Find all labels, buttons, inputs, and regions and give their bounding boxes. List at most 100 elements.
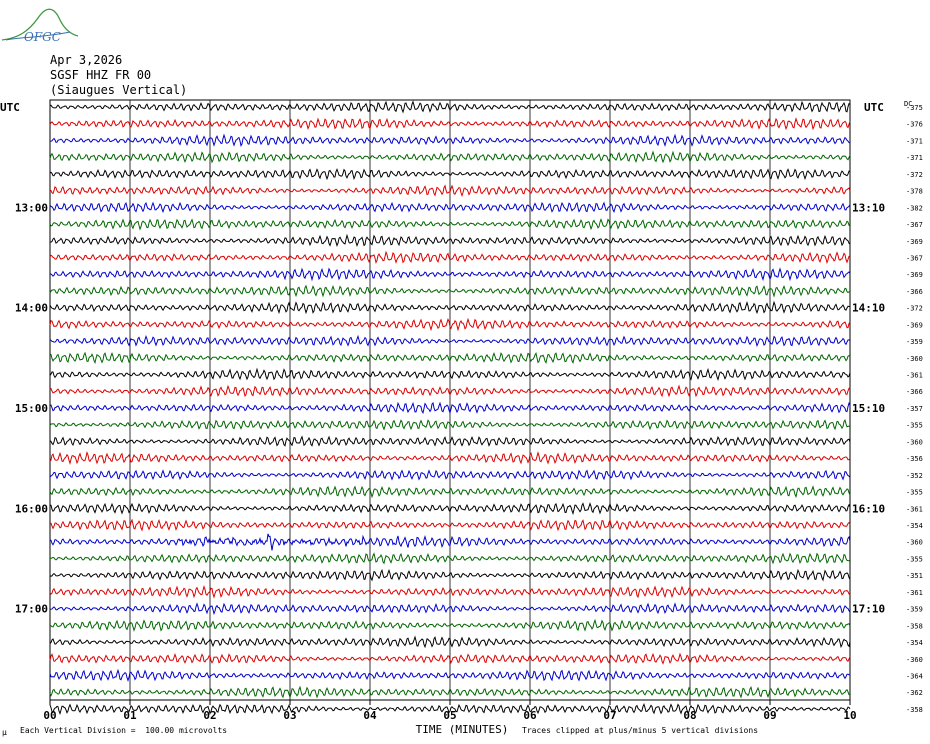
dc-offset-label: -358 <box>906 622 923 630</box>
dc-offset-label: -372 <box>906 171 923 179</box>
station-code: SGSF HHZ FR 00 <box>50 68 152 82</box>
dc-header-label: DC <box>904 100 912 108</box>
trace-29 <box>49 568 851 582</box>
dc-offset-label: -371 <box>906 154 923 162</box>
dc-offset-label: -362 <box>906 689 923 697</box>
dc-offset-label: -369 <box>906 271 923 279</box>
dc-offset-label: -354 <box>906 522 923 530</box>
left-utc-label: UTC <box>0 101 20 114</box>
dc-offset-label: -369 <box>906 238 923 246</box>
trace-6 <box>49 184 851 197</box>
x-tick-label-08: 08 <box>683 709 696 722</box>
dc-offset-label: -356 <box>906 455 923 463</box>
logo-curve <box>1 8 79 41</box>
trace-27 <box>49 533 851 551</box>
trace-30 <box>49 584 851 599</box>
trace-12 <box>49 284 851 298</box>
dc-offset-label: -360 <box>906 656 923 664</box>
trace-26 <box>49 518 851 532</box>
left-hour-label: 17:00 <box>15 603 48 616</box>
left-hour-label: 15:00 <box>15 402 48 415</box>
dc-offset-label: -352 <box>906 472 923 480</box>
trace-35 <box>49 668 851 682</box>
dc-offset-label: -382 <box>906 204 923 212</box>
trace-17 <box>49 367 851 382</box>
dc-offset-label: -366 <box>906 288 923 296</box>
dc-offset-label: -360 <box>906 438 923 446</box>
dc-offset-label: -361 <box>906 589 923 597</box>
dc-offset-label: -360 <box>906 355 923 363</box>
trace-18 <box>49 384 851 398</box>
right-utc-label: UTC <box>864 101 884 114</box>
x-tick-label-02: 02 <box>203 709 216 722</box>
trace-34 <box>49 652 851 665</box>
logo-swoosh <box>5 31 71 41</box>
clip-note: Traces clipped at plus/minus 5 vertical … <box>522 726 759 735</box>
trace-8 <box>49 218 851 231</box>
dc-offset-label: -357 <box>906 405 923 413</box>
trace-28 <box>49 552 851 565</box>
x-tick-label-10: 10 <box>843 709 856 722</box>
scale-note: Each Vertical Division = 100.00 microvol… <box>20 726 228 735</box>
ofgc-logo: OFGC <box>1 8 79 44</box>
trace-16 <box>49 351 851 365</box>
x-tick-label-09: 09 <box>763 709 776 722</box>
dc-offset-label: -359 <box>906 606 923 614</box>
trace-21 <box>49 435 851 447</box>
right-hour-label: 13:10 <box>852 201 885 214</box>
trace-24 <box>49 485 851 499</box>
dc-offset-label: -371 <box>906 137 923 145</box>
dc-offset-label: -355 <box>906 489 923 497</box>
trace-32 <box>49 618 851 632</box>
trace-3 <box>49 133 851 147</box>
x-tick-label-03: 03 <box>283 709 296 722</box>
trace-37 <box>49 703 851 715</box>
dc-offset-label: -359 <box>906 338 923 346</box>
left-hour-label: 13:00 <box>15 201 48 214</box>
trace-25 <box>50 502 851 516</box>
dc-offset-label: -372 <box>906 305 923 313</box>
dc-offset-label: -367 <box>906 254 923 262</box>
dc-offset-label: -351 <box>906 572 923 580</box>
dc-offset-label: -367 <box>906 221 923 229</box>
trace-4 <box>49 150 851 164</box>
trace-20 <box>49 419 851 431</box>
trace-7 <box>49 201 851 214</box>
dc-offset-label: -376 <box>906 121 923 129</box>
x-tick-label-04: 04 <box>363 709 377 722</box>
dc-offset-label: -378 <box>906 188 923 196</box>
station-location: (Siaugues Vertical) <box>50 83 188 97</box>
x-tick-label-05: 05 <box>443 709 456 722</box>
dc-offset-label: -369 <box>906 321 923 329</box>
right-hour-label: 14:10 <box>852 302 885 315</box>
dc-offset-label: -354 <box>906 639 923 647</box>
dc-offset-label: -361 <box>906 505 923 513</box>
trace-15 <box>49 334 851 348</box>
right-hour-label: 15:10 <box>852 402 885 415</box>
right-hour-label: 17:10 <box>852 603 885 616</box>
right-hour-label: 16:10 <box>852 502 885 515</box>
trace-14 <box>49 317 851 332</box>
trace-22 <box>49 450 851 465</box>
trace-36 <box>49 685 851 699</box>
trace-11 <box>49 267 851 282</box>
trace-10 <box>49 250 851 265</box>
trace-23 <box>49 469 851 481</box>
trace-9 <box>49 233 851 247</box>
left-hour-label: 16:00 <box>15 502 48 515</box>
x-tick-label-00: 00 <box>43 709 56 722</box>
x-tick-label-07: 07 <box>603 709 616 722</box>
trace-2 <box>49 117 851 131</box>
dc-offset-label: -355 <box>906 555 923 563</box>
trace-1 <box>49 100 851 114</box>
recording-date: Apr 3,2026 <box>50 53 123 67</box>
trace-13 <box>49 300 851 315</box>
dc-offset-label: -366 <box>906 388 923 396</box>
dc-offset-label: -364 <box>906 672 923 680</box>
trace-33 <box>49 635 851 649</box>
dc-offset-label: -375 <box>906 104 923 112</box>
x-axis-label: TIME (MINUTES) <box>416 723 509 736</box>
logo-text: OFGC <box>24 30 61 44</box>
dc-offset-label: -360 <box>906 539 923 547</box>
x-tick-label-06: 06 <box>523 709 537 722</box>
